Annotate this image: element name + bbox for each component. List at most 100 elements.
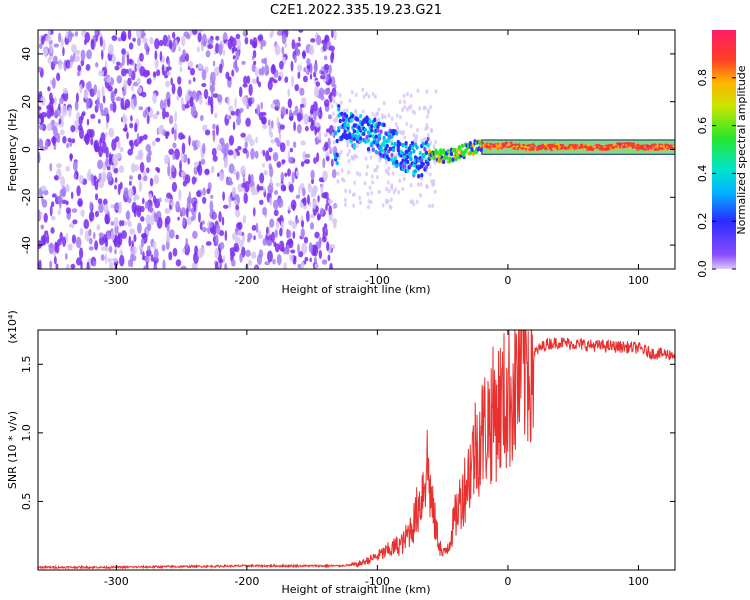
- noise-point: [257, 230, 262, 239]
- noise-point: [54, 122, 60, 127]
- noise-point: [123, 187, 129, 199]
- noise-point: [191, 30, 198, 36]
- noise-point: [94, 210, 99, 218]
- noise-point: [304, 256, 309, 262]
- colorbar-tick-label: 0.0: [696, 260, 709, 278]
- noise-point: [269, 176, 273, 186]
- noise-point: [46, 123, 53, 131]
- noise-point: [60, 38, 64, 48]
- noise-point: [390, 138, 393, 143]
- noise-point: [111, 53, 116, 65]
- noise-point: [134, 164, 139, 172]
- noise-point: [375, 175, 379, 180]
- noise-point: [78, 174, 84, 184]
- noise-point: [109, 261, 114, 269]
- ridge-point: [409, 156, 413, 162]
- ridge-point: [442, 159, 446, 165]
- noise-point: [147, 149, 152, 157]
- noise-point: [288, 115, 294, 121]
- noise-point: [121, 54, 125, 67]
- ridge-point: [377, 136, 382, 141]
- noise-point: [244, 141, 248, 149]
- ridge-point: [407, 147, 411, 153]
- noise-point: [432, 178, 436, 184]
- noise-point: [85, 63, 91, 71]
- noise-point: [142, 134, 148, 140]
- noise-point: [342, 178, 346, 183]
- ridge-point: [402, 161, 407, 166]
- noise-point: [124, 98, 131, 109]
- noise-point: [325, 75, 329, 83]
- noise-point: [189, 67, 196, 76]
- noise-point: [434, 89, 438, 94]
- noise-point: [326, 241, 330, 252]
- ridge-point: [460, 143, 465, 149]
- noise-point: [192, 77, 196, 82]
- noise-point: [156, 110, 160, 116]
- noise-point: [191, 262, 196, 269]
- noise-point: [98, 202, 104, 214]
- noise-point: [323, 88, 330, 95]
- noise-point: [60, 176, 66, 188]
- noise-point: [350, 90, 354, 95]
- noise-point: [149, 36, 154, 45]
- noise-point: [185, 207, 189, 218]
- noise-point: [347, 138, 351, 143]
- noise-point: [83, 90, 89, 100]
- ridge-point: [595, 146, 599, 149]
- noise-point: [136, 222, 142, 234]
- noise-point: [387, 166, 391, 171]
- noise-point: [38, 209, 42, 222]
- y-tick-label: 1.5: [20, 356, 33, 374]
- noise-point: [111, 164, 115, 171]
- noise-point: [387, 188, 391, 194]
- noise-point: [254, 190, 259, 196]
- noise-point: [70, 124, 76, 133]
- noise-point: [72, 219, 78, 225]
- noise-point: [137, 86, 143, 94]
- noise-point: [327, 114, 333, 120]
- noise-point: [272, 258, 276, 265]
- noise-point: [51, 77, 56, 89]
- noise-point: [88, 228, 92, 237]
- noise-point: [238, 86, 243, 98]
- noise-point: [158, 197, 162, 203]
- noise-point: [281, 33, 287, 45]
- noise-point: [322, 170, 328, 182]
- noise-point: [288, 156, 294, 164]
- noise-point: [119, 220, 122, 227]
- noise-point: [200, 44, 205, 52]
- noise-point: [251, 224, 257, 231]
- noise-point: [193, 142, 197, 151]
- noise-point: [251, 63, 257, 73]
- noise-point: [65, 59, 71, 69]
- noise-point: [75, 92, 79, 103]
- noise-point: [117, 37, 122, 42]
- noise-point: [204, 168, 210, 175]
- noise-point: [311, 119, 315, 126]
- noise-point: [65, 207, 71, 214]
- noise-point: [351, 155, 354, 160]
- noise-point: [141, 197, 145, 205]
- noise-point: [259, 172, 265, 184]
- noise-point: [52, 55, 58, 66]
- noise-point: [310, 38, 316, 43]
- noise-point: [318, 177, 324, 183]
- noise-point: [309, 62, 313, 75]
- noise-point: [370, 174, 374, 179]
- noise-point: [219, 229, 225, 237]
- noise-point: [222, 191, 226, 201]
- noise-point: [425, 184, 429, 190]
- ridge-point: [579, 143, 584, 146]
- noise-point: [181, 35, 186, 47]
- noise-point: [274, 106, 279, 111]
- noise-point: [288, 183, 294, 193]
- noise-point: [279, 124, 285, 130]
- noise-point: [332, 111, 335, 116]
- noise-point: [50, 201, 55, 208]
- noise-point: [165, 80, 171, 88]
- noise-point: [69, 153, 73, 162]
- noise-point: [291, 171, 295, 184]
- noise-point: [76, 257, 82, 266]
- noise-point: [65, 232, 69, 243]
